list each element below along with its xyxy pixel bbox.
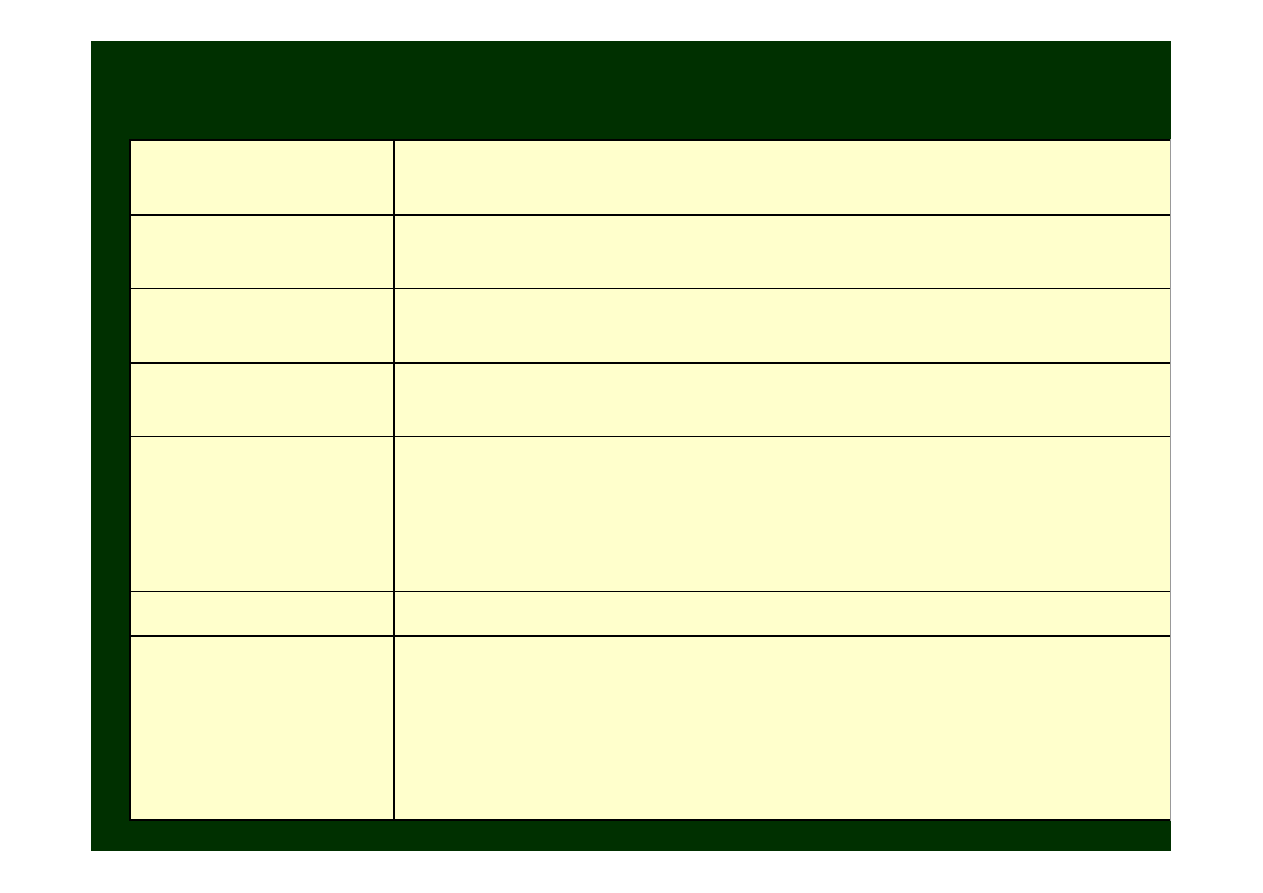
row-label — [131, 216, 393, 288]
column-divider — [393, 139, 395, 821]
table-left-border — [129, 139, 131, 821]
row-label — [131, 289, 393, 362]
row-divider — [129, 819, 1170, 821]
row-divider — [129, 288, 1170, 289]
row-content — [395, 141, 1171, 214]
row-content — [395, 592, 1171, 635]
row-content — [395, 364, 1171, 436]
row-divider — [129, 635, 1170, 637]
row-content — [395, 437, 1171, 591]
row-label — [131, 637, 393, 819]
row-divider — [129, 436, 1170, 437]
row-divider — [129, 139, 1170, 141]
row-label — [131, 364, 393, 436]
row-content — [395, 289, 1171, 362]
slide-title — [131, 61, 147, 73]
row-divider — [129, 591, 1170, 592]
row-label — [131, 437, 393, 591]
row-content — [395, 216, 1171, 288]
row-label — [131, 592, 393, 635]
row-divider — [129, 362, 1170, 364]
content-table — [129, 139, 1171, 821]
row-label — [131, 141, 393, 214]
row-content — [395, 637, 1171, 819]
row-divider — [129, 214, 1170, 216]
